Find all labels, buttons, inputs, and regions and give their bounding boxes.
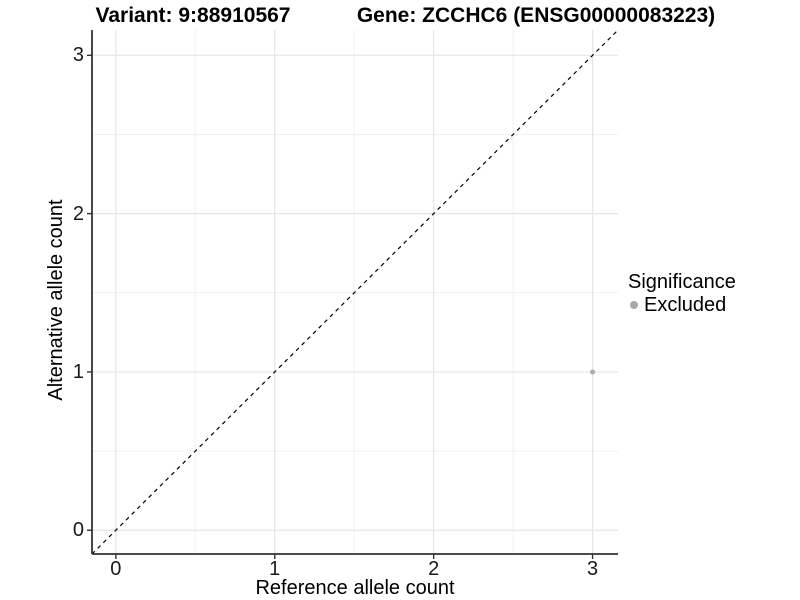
- y-axis-title: Alternative allele count: [45, 199, 67, 401]
- legend-item-excluded: Excluded: [628, 294, 736, 316]
- legend: Significance Excluded: [628, 270, 736, 316]
- excluded-dot-icon: [630, 301, 638, 309]
- y-tick-label: 0: [72, 519, 84, 542]
- legend-title: Significance: [628, 271, 736, 293]
- x-axis-title: Reference allele count: [255, 577, 455, 599]
- legend-item-label: Excluded: [644, 294, 727, 316]
- y-tick-label: 2: [72, 202, 84, 225]
- x-tick-label: 1: [269, 558, 281, 580]
- x-tick-label: 2: [428, 558, 440, 580]
- identity-reference-line: [91, 29, 619, 555]
- plot-title-variant: Variant: 9:88910567: [95, 4, 291, 27]
- plot-title-gene: Gene: ZCCHC6 (ENSG00000083223): [356, 4, 716, 27]
- y-tick-label: 3: [72, 44, 84, 67]
- data-point: [590, 369, 596, 375]
- x-tick-label: 0: [110, 558, 122, 580]
- y-tick-label: 1: [72, 360, 84, 383]
- x-tick-label: 3: [587, 558, 599, 580]
